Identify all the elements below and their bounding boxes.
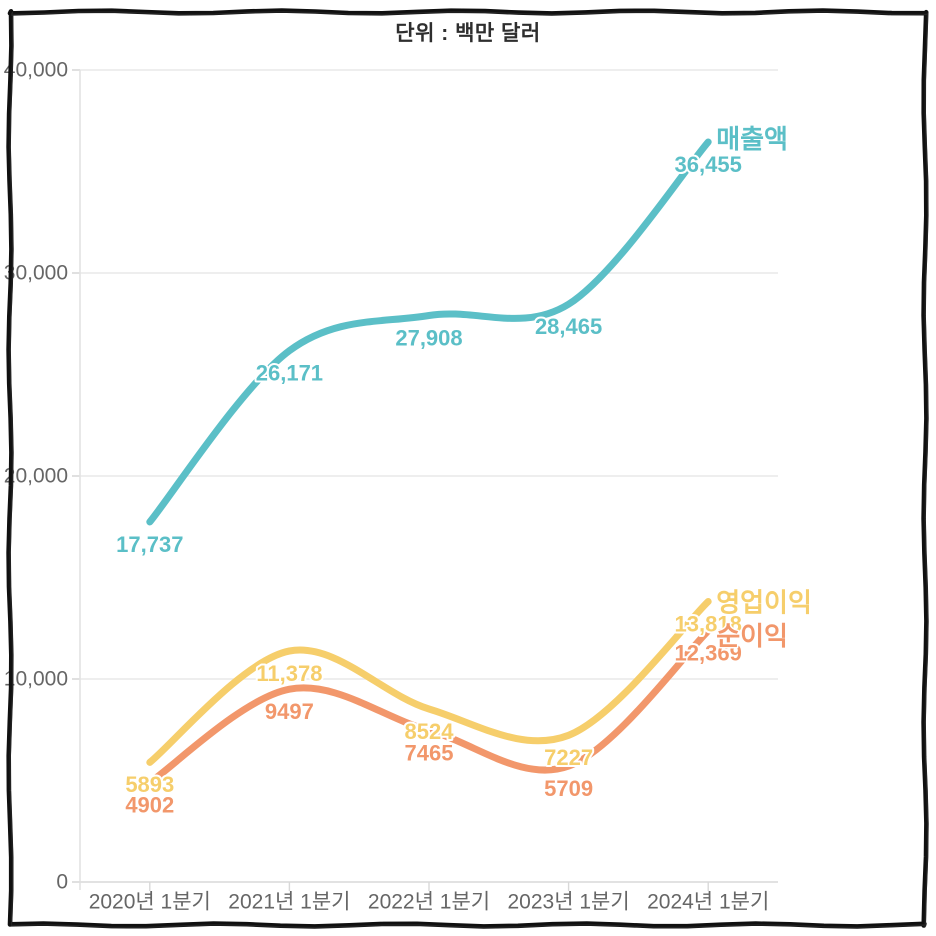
net-profit-value-label: 4902 xyxy=(125,792,174,817)
net-profit-value-label: 9497 xyxy=(265,699,314,724)
y-tick-label: 40,000 xyxy=(4,59,68,82)
revenue-value-label: 28,465 xyxy=(535,314,602,339)
x-tick-label: 2024년 1분기 xyxy=(647,891,769,914)
x-tick-label: 2022년 1분기 xyxy=(368,891,490,914)
revenue-value-label: 26,171 xyxy=(256,361,323,386)
operating-profit-value-label: 11,378 xyxy=(256,661,322,686)
x-tick-label: 2023년 1분기 xyxy=(507,891,629,914)
y-tick-label: 10,000 xyxy=(4,668,68,691)
operating-profit-series-label: 영업이익 xyxy=(716,587,812,617)
x-tick-label: 2020년 1분기 xyxy=(89,891,211,914)
revenue-value-label: 36,455 xyxy=(675,152,742,177)
chart-title: 단위 : 백만 달러 xyxy=(395,22,541,45)
revenue-value-label: 27,908 xyxy=(395,325,462,350)
revenue-value-label: 17,737 xyxy=(116,532,183,557)
y-tick-label: 20,000 xyxy=(4,465,68,488)
operating-profit-value-label: 7227 xyxy=(544,745,593,770)
x-tick-label: 2021년 1분기 xyxy=(228,891,350,914)
net-profit-value-label: 7465 xyxy=(405,740,454,765)
y-tick-label: 30,000 xyxy=(4,262,68,285)
y-tick-label: 0 xyxy=(56,871,68,894)
net-profit-series-label: 순이익 xyxy=(716,621,788,651)
net-profit-value-label: 5709 xyxy=(544,776,593,801)
revenue-series-label: 매출액 xyxy=(716,124,788,154)
